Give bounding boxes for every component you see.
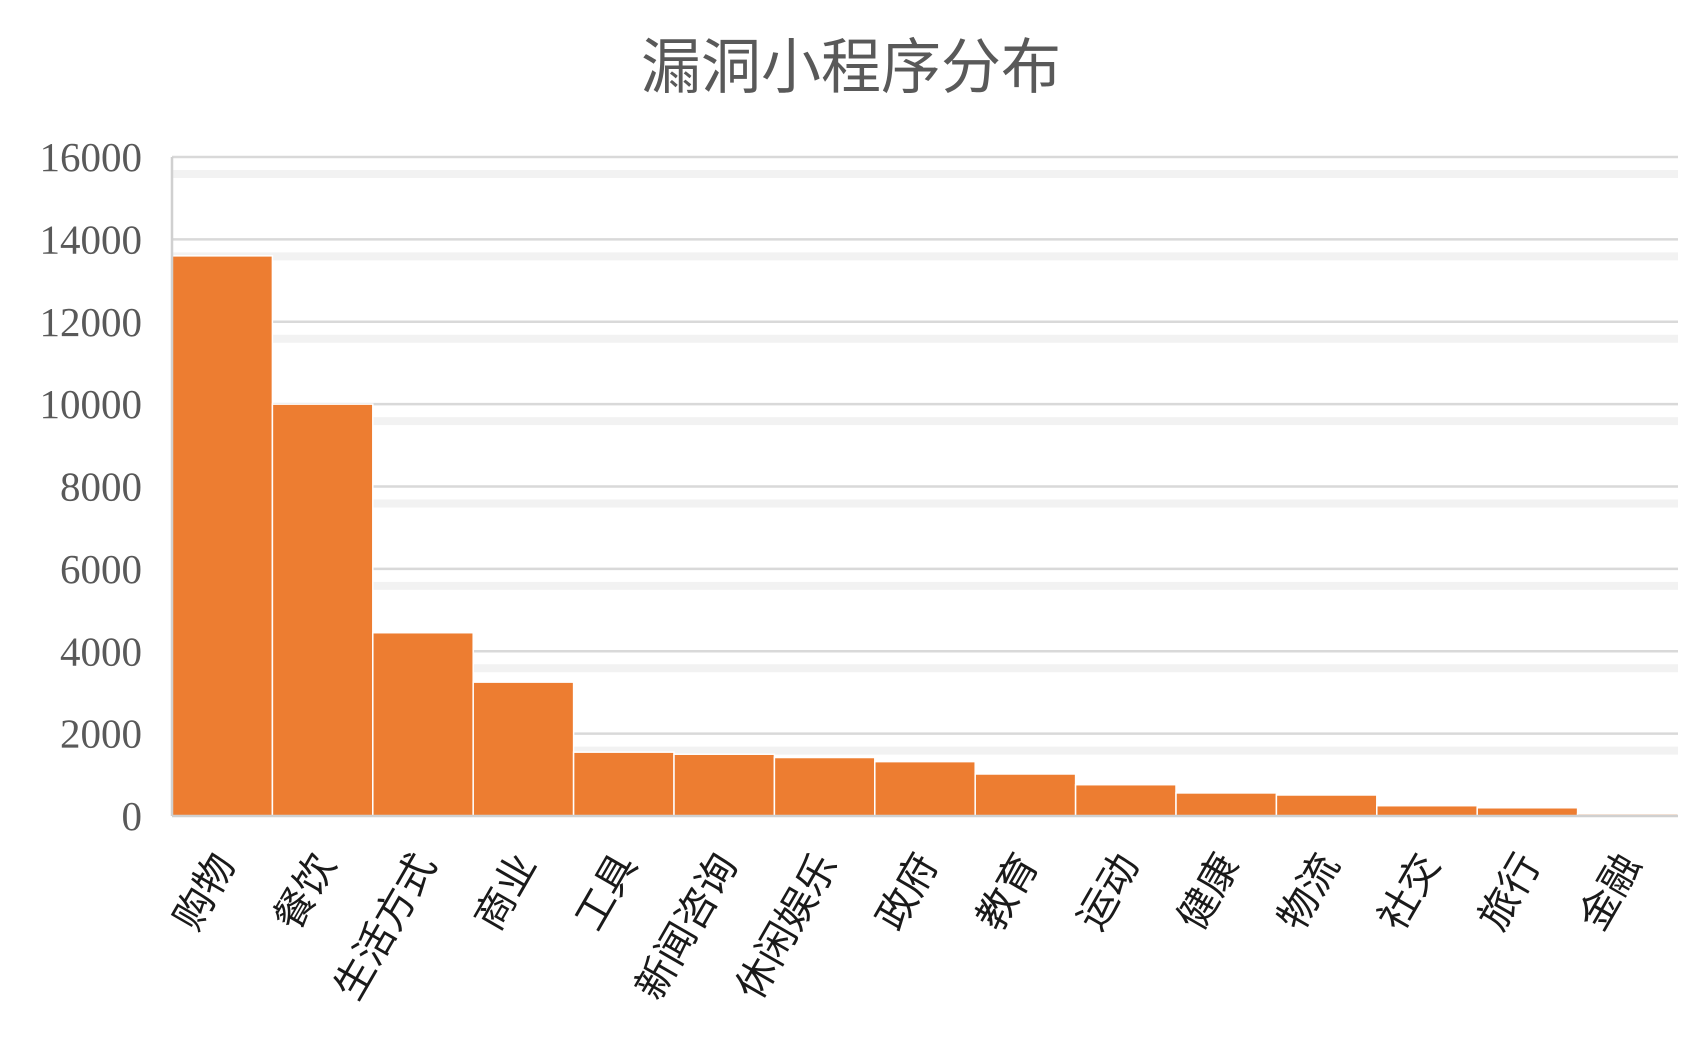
bar-休闲娱乐 [773, 756, 876, 817]
bar-运动 [1074, 783, 1177, 817]
x-tick-label-工具: 工具 [567, 846, 647, 938]
y-tick-label-0: 0 [122, 793, 143, 839]
bar-商业 [472, 681, 575, 817]
chart-title: 漏洞小程序分布 [641, 33, 1061, 103]
axes [170, 157, 1678, 818]
y-axis-ticks: 0 2000 4000 6000 8000 10000 12000 14000 16000 [40, 134, 143, 839]
y-tick-label-10000: 10000 [40, 381, 143, 427]
x-tick-label-物流: 物流 [1269, 846, 1349, 938]
bars [171, 255, 1679, 817]
y-tick-label-16000: 16000 [40, 134, 143, 180]
x-tick-label-健康: 健康 [1169, 846, 1249, 938]
bar-教育 [974, 773, 1077, 817]
y-tick-label-14000: 14000 [40, 216, 143, 262]
bar-购物 [171, 255, 274, 817]
bar-工具 [572, 751, 675, 817]
bar-新闻咨询 [673, 753, 776, 817]
x-tick-label-社交: 社交 [1370, 846, 1450, 938]
y-tick-label-4000: 4000 [60, 628, 142, 674]
y-tick-label-2000: 2000 [60, 711, 142, 757]
x-tick-label-运动: 运动 [1069, 846, 1149, 938]
x-tick-label-购物: 购物 [165, 846, 245, 938]
x-tick-label-教育: 教育 [968, 846, 1048, 938]
bar-政府 [874, 760, 976, 817]
bar-生活方式 [372, 631, 474, 817]
y-tick-label-8000: 8000 [60, 464, 142, 510]
y-tick-label-12000: 12000 [40, 299, 143, 345]
x-tick-label-金融: 金融 [1571, 846, 1651, 938]
bar-健康 [1175, 792, 1278, 817]
bar-物流 [1275, 794, 1378, 817]
x-tick-label-政府: 政府 [868, 846, 948, 938]
bar-社交 [1376, 804, 1478, 817]
x-tick-label-商业: 商业 [466, 846, 546, 938]
bar-餐饮 [271, 403, 374, 817]
y-tick-label-6000: 6000 [60, 546, 142, 592]
x-tick-label-旅行: 旅行 [1470, 846, 1550, 938]
x-tick-label-餐饮: 餐饮 [265, 846, 345, 938]
